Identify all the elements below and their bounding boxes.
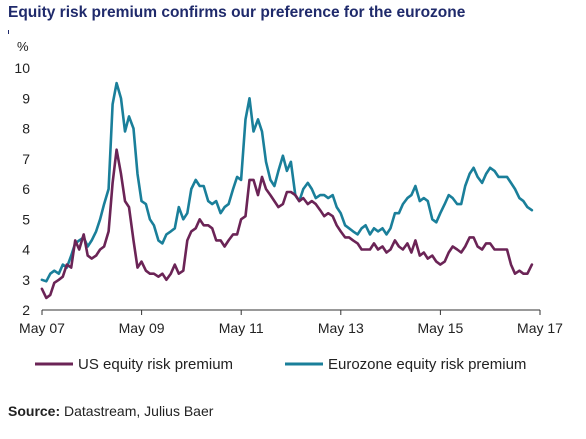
chart-axes: % 2 3 4 5 6 7 8 9 10 May 07 May 09 May 11 May 13 May 1… (14, 39, 563, 336)
chart-title: Equity risk premium confirms our prefere… (8, 4, 466, 21)
y-tick-label: 6 (22, 181, 30, 197)
x-tick-label: May 11 (219, 320, 264, 336)
y-tick-label: 9 (22, 90, 30, 106)
x-tick-label: May 13 (318, 320, 364, 336)
y-tick-label: 7 (22, 151, 30, 167)
x-tick-label: May 09 (119, 320, 165, 336)
y-tick-label: 4 (22, 242, 30, 258)
x-tick-label: May 15 (417, 320, 463, 336)
y-tick-label: 5 (22, 211, 30, 227)
y-tick-label: 2 (22, 302, 30, 318)
y-tick-label: 10 (14, 60, 30, 76)
title-accent-mark (8, 30, 9, 34)
x-tick-label: May 17 (517, 320, 563, 336)
y-tick-label: 8 (22, 121, 30, 137)
source-label: Source: (8, 403, 61, 419)
legend-label-0: US equity risk premium (78, 356, 233, 373)
chart-series (40, 81, 534, 300)
source-text: Datastream, Julius Baer (64, 403, 214, 419)
series-line-1 (40, 81, 534, 283)
y-tick-label: 3 (22, 272, 30, 288)
legend-label-1: Eurozone equity risk premium (328, 356, 526, 373)
y-axis-unit-label: % (17, 39, 29, 54)
source-note: Source: Datastream, Julius Baer (8, 403, 213, 419)
series-line-0 (40, 148, 534, 300)
x-tick-label: May 07 (19, 320, 65, 336)
chart-legend: US equity risk premium Eurozone equity ri… (35, 356, 526, 373)
